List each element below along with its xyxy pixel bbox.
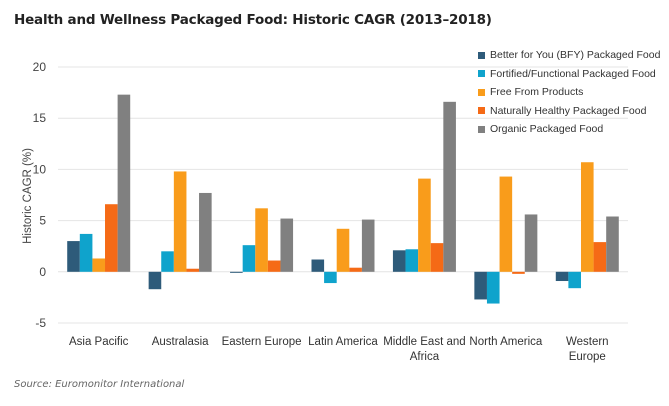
bar bbox=[199, 192, 212, 272]
x-category-label: Middle East and bbox=[383, 336, 465, 348]
bar bbox=[568, 271, 581, 289]
legend-swatch bbox=[478, 107, 485, 115]
legend-label: Fortified/Functional Packaged Food bbox=[490, 67, 656, 80]
legend-item: Fortified/Functional Packaged Food bbox=[478, 65, 660, 84]
bar bbox=[117, 94, 131, 272]
y-tick-label: -5 bbox=[35, 316, 46, 330]
bar bbox=[173, 171, 187, 272]
y-tick-label: 15 bbox=[33, 111, 47, 125]
bar bbox=[79, 233, 93, 272]
bar bbox=[405, 249, 419, 272]
legend-item: Better for You (BFY) Packaged Food bbox=[478, 46, 660, 65]
bar bbox=[324, 271, 337, 284]
bar bbox=[418, 178, 431, 272]
legend-label: Organic Packaged Food bbox=[490, 123, 604, 136]
y-axis-label: Historic CAGR (%) bbox=[22, 148, 34, 244]
bar bbox=[230, 271, 243, 273]
legend-label: Naturally Healthy Packaged Food bbox=[490, 104, 647, 117]
bar bbox=[392, 250, 406, 272]
x-category-label: Latin America bbox=[308, 336, 378, 348]
bar bbox=[555, 271, 569, 282]
x-category-label: Australasia bbox=[152, 336, 209, 348]
bar bbox=[580, 162, 594, 272]
bar bbox=[361, 219, 375, 272]
y-tick-label: 10 bbox=[33, 162, 47, 176]
bar bbox=[486, 271, 500, 304]
bar bbox=[474, 271, 487, 300]
y-tick-label: 5 bbox=[39, 214, 46, 228]
bar bbox=[186, 268, 200, 272]
bars bbox=[67, 94, 619, 304]
legend-swatch bbox=[478, 70, 485, 78]
bar bbox=[148, 271, 162, 290]
x-category-label: Europe bbox=[569, 351, 606, 363]
bar bbox=[593, 242, 607, 272]
bar bbox=[92, 258, 106, 272]
bar bbox=[311, 259, 325, 272]
bar bbox=[280, 218, 294, 272]
bar bbox=[430, 243, 444, 272]
x-category-label: Eastern Europe bbox=[222, 336, 302, 348]
chart-title: Health and Wellness Packaged Food: Histo… bbox=[14, 12, 492, 28]
bar bbox=[267, 260, 281, 272]
x-category-label: Africa bbox=[410, 351, 440, 363]
bar bbox=[67, 241, 80, 272]
bar bbox=[606, 216, 619, 272]
legend: Better for You (BFY) Packaged Food Fortif… bbox=[478, 46, 660, 139]
legend-swatch bbox=[478, 51, 485, 59]
bar bbox=[105, 204, 118, 272]
y-axis-ticks: -5 0 5 10 15 20 bbox=[33, 60, 47, 330]
bar bbox=[336, 228, 350, 272]
bar bbox=[349, 267, 362, 272]
legend-label: Better for You (BFY) Packaged Food bbox=[490, 49, 661, 62]
bar bbox=[255, 208, 268, 272]
x-category-label: Western bbox=[566, 336, 609, 348]
bar bbox=[512, 271, 525, 274]
bar bbox=[161, 251, 174, 272]
bar bbox=[443, 101, 456, 272]
x-category-label: Asia Pacific bbox=[69, 336, 129, 348]
y-tick-label: 20 bbox=[33, 60, 47, 74]
bar bbox=[242, 245, 256, 272]
source-note: Source: Euromonitor International bbox=[14, 379, 185, 390]
bar bbox=[499, 176, 513, 272]
y-tick-label: 0 bbox=[39, 265, 46, 279]
legend-swatch bbox=[478, 88, 485, 96]
legend-item: Free From Products bbox=[478, 83, 660, 102]
x-category-label: North America bbox=[469, 336, 542, 348]
legend-swatch bbox=[478, 125, 485, 133]
x-axis-categories: Asia Pacific Australasia Eastern Europe Lat… bbox=[69, 336, 609, 363]
bar bbox=[524, 214, 538, 272]
legend-label: Free From Products bbox=[490, 86, 584, 99]
legend-item: Naturally Healthy Packaged Food bbox=[478, 102, 660, 121]
legend-item: Organic Packaged Food bbox=[478, 120, 660, 139]
